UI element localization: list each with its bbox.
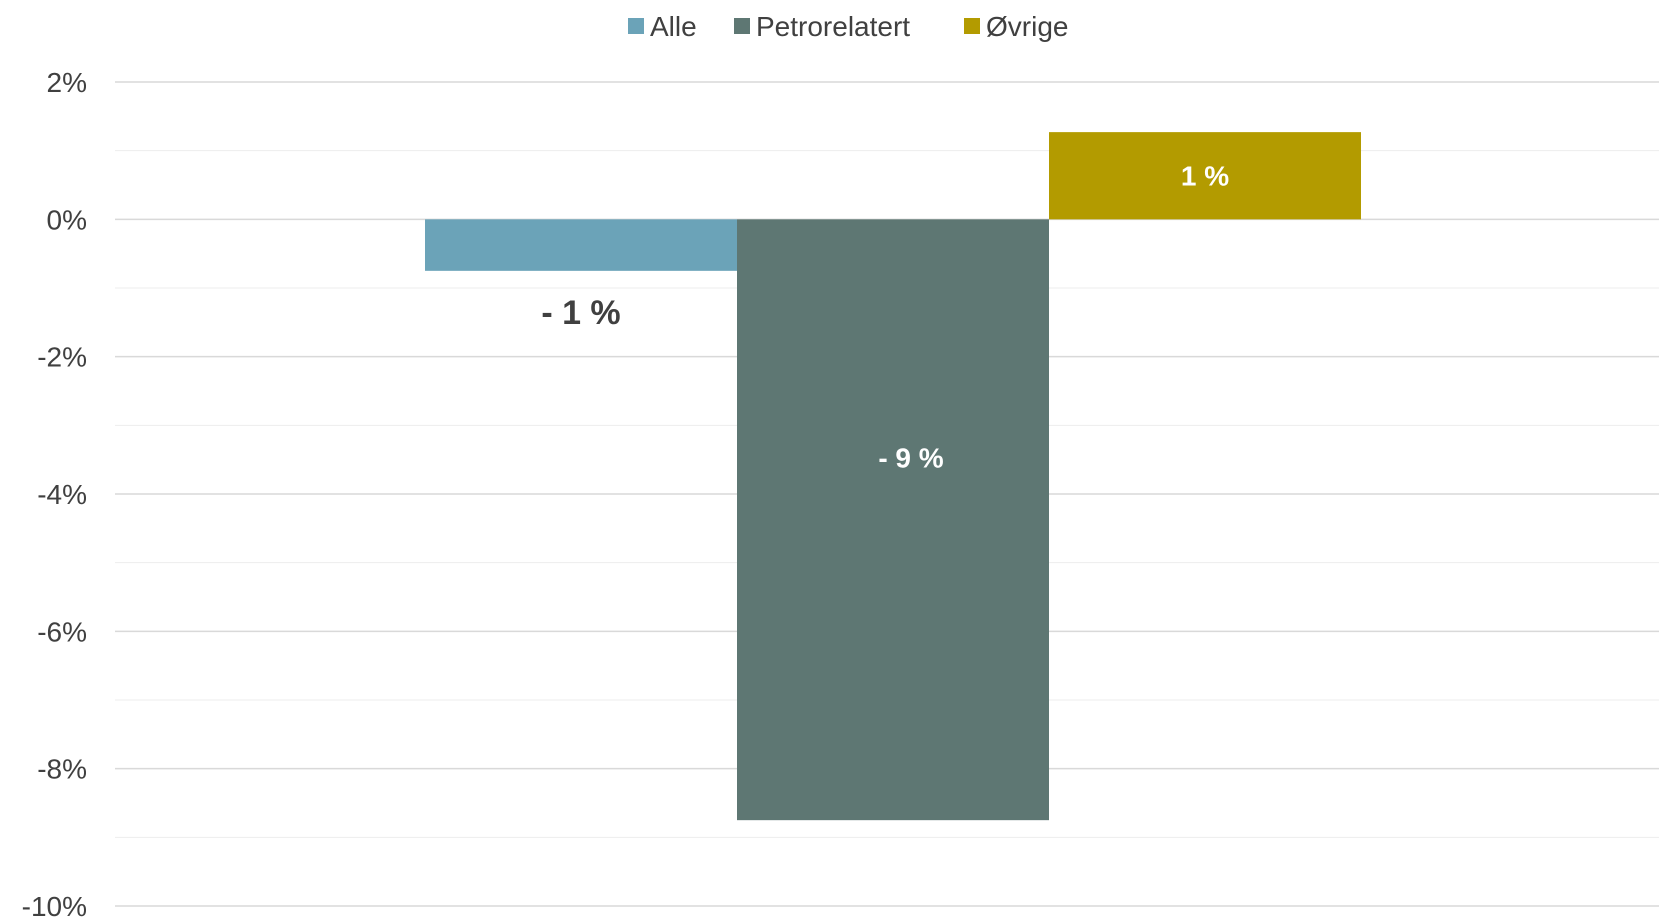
legend-item-øvrige: Øvrige <box>964 11 1068 42</box>
bar-alle <box>425 219 737 271</box>
y-tick-label: 2% <box>47 67 87 98</box>
y-tick-label: -6% <box>37 616 87 647</box>
legend-swatch <box>628 18 644 34</box>
bar-øvrige <box>1049 132 1361 220</box>
y-tick-label: -8% <box>37 754 87 785</box>
chart-legend: Alle Petrorelatert Øvrige <box>628 11 1068 42</box>
legend-item-petrorelatert: Petrorelatert <box>734 11 910 42</box>
legend-label: Alle <box>650 11 697 42</box>
data-labels: - 1 % - 9 % 1 % <box>541 161 1229 474</box>
bars <box>425 132 1361 821</box>
y-tick-label: 0% <box>47 204 87 235</box>
y-tick-label: -2% <box>37 342 87 373</box>
legend-label: Øvrige <box>986 11 1068 42</box>
legend-swatch <box>964 18 980 34</box>
data-label-øvrige: 1 % <box>1181 161 1229 192</box>
data-label-alle: - 1 % <box>541 294 620 332</box>
legend-label: Petrorelatert <box>756 11 910 42</box>
legend-item-alle: Alle <box>628 11 697 42</box>
bar-petrorelatert <box>737 219 1049 821</box>
data-label-petrorelatert: - 9 % <box>878 442 943 473</box>
y-tick-label: -4% <box>37 479 87 510</box>
legend-swatch <box>734 18 750 34</box>
y-tick-label: -10% <box>22 891 87 921</box>
y-axis: 2% 0% -2% -4% -6% -8% -10% <box>22 67 87 921</box>
